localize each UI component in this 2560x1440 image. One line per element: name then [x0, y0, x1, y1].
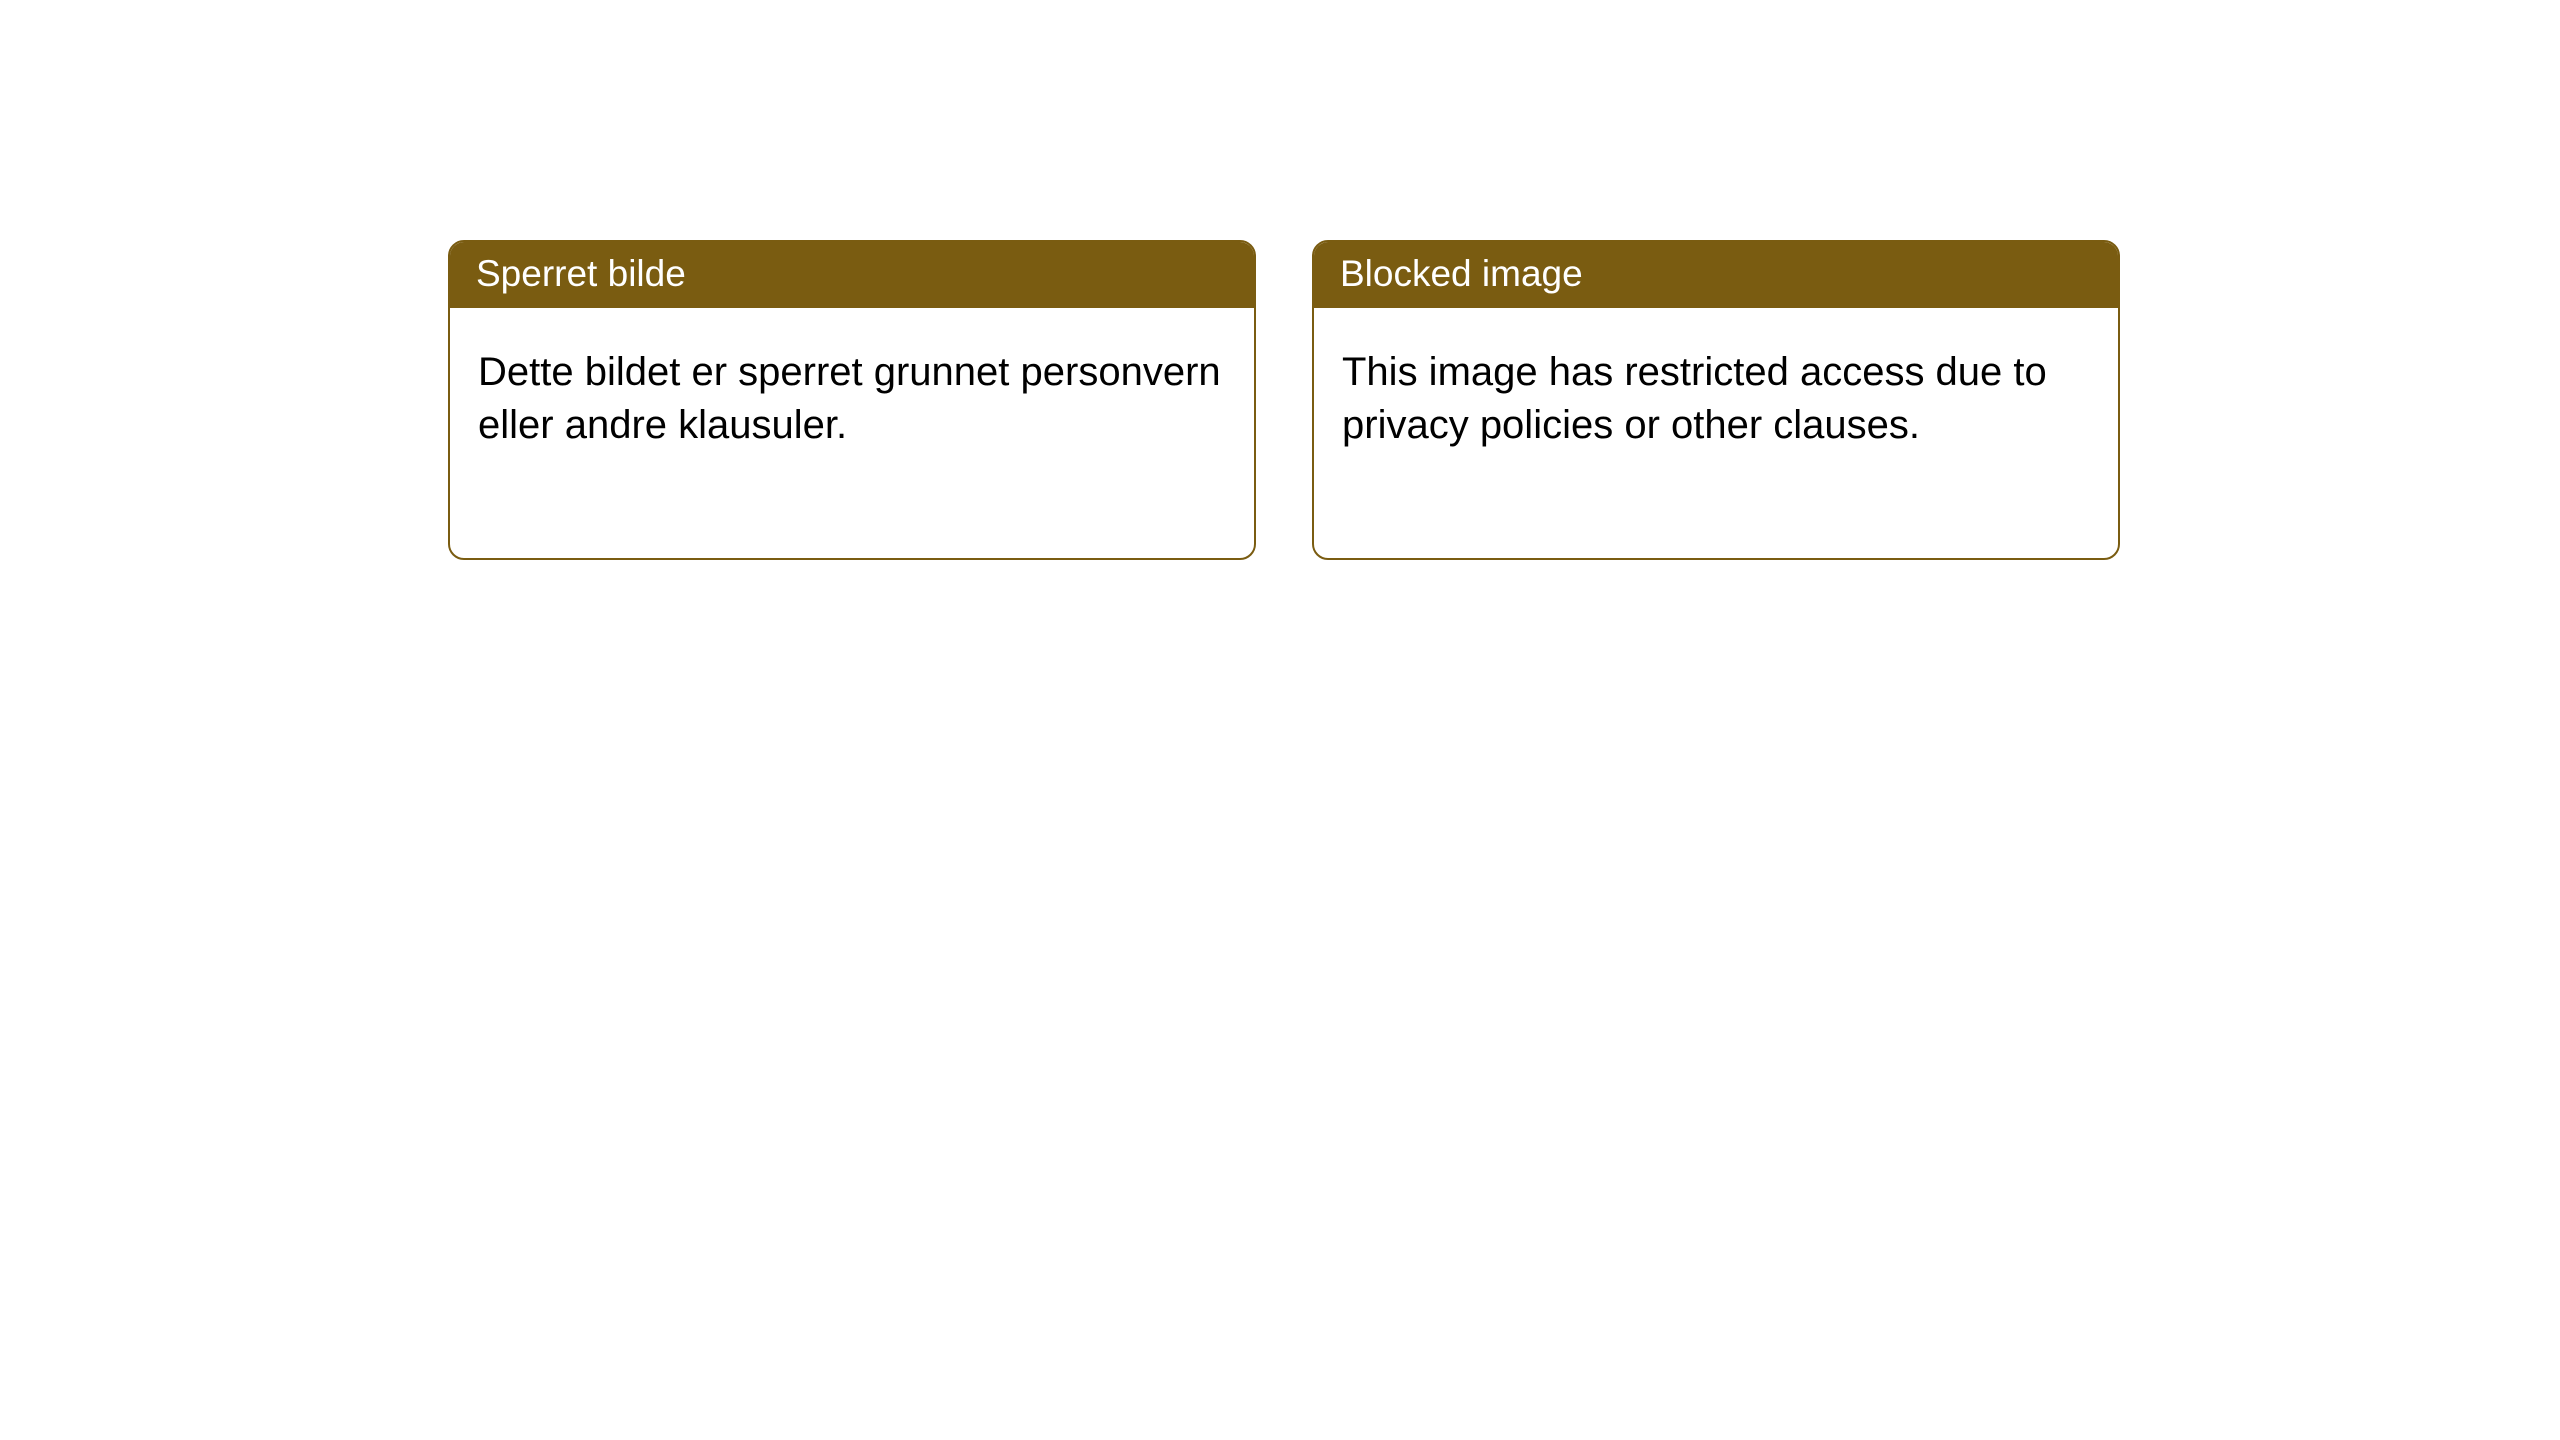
notice-box-english: Blocked image This image has restricted … — [1312, 240, 2120, 560]
notice-header-norwegian: Sperret bilde — [450, 242, 1254, 308]
notice-body-english: This image has restricted access due to … — [1314, 308, 2118, 558]
notice-container: Sperret bilde Dette bildet er sperret gr… — [0, 0, 2560, 560]
notice-box-norwegian: Sperret bilde Dette bildet er sperret gr… — [448, 240, 1256, 560]
notice-body-norwegian: Dette bildet er sperret grunnet personve… — [450, 308, 1254, 558]
notice-header-english: Blocked image — [1314, 242, 2118, 308]
